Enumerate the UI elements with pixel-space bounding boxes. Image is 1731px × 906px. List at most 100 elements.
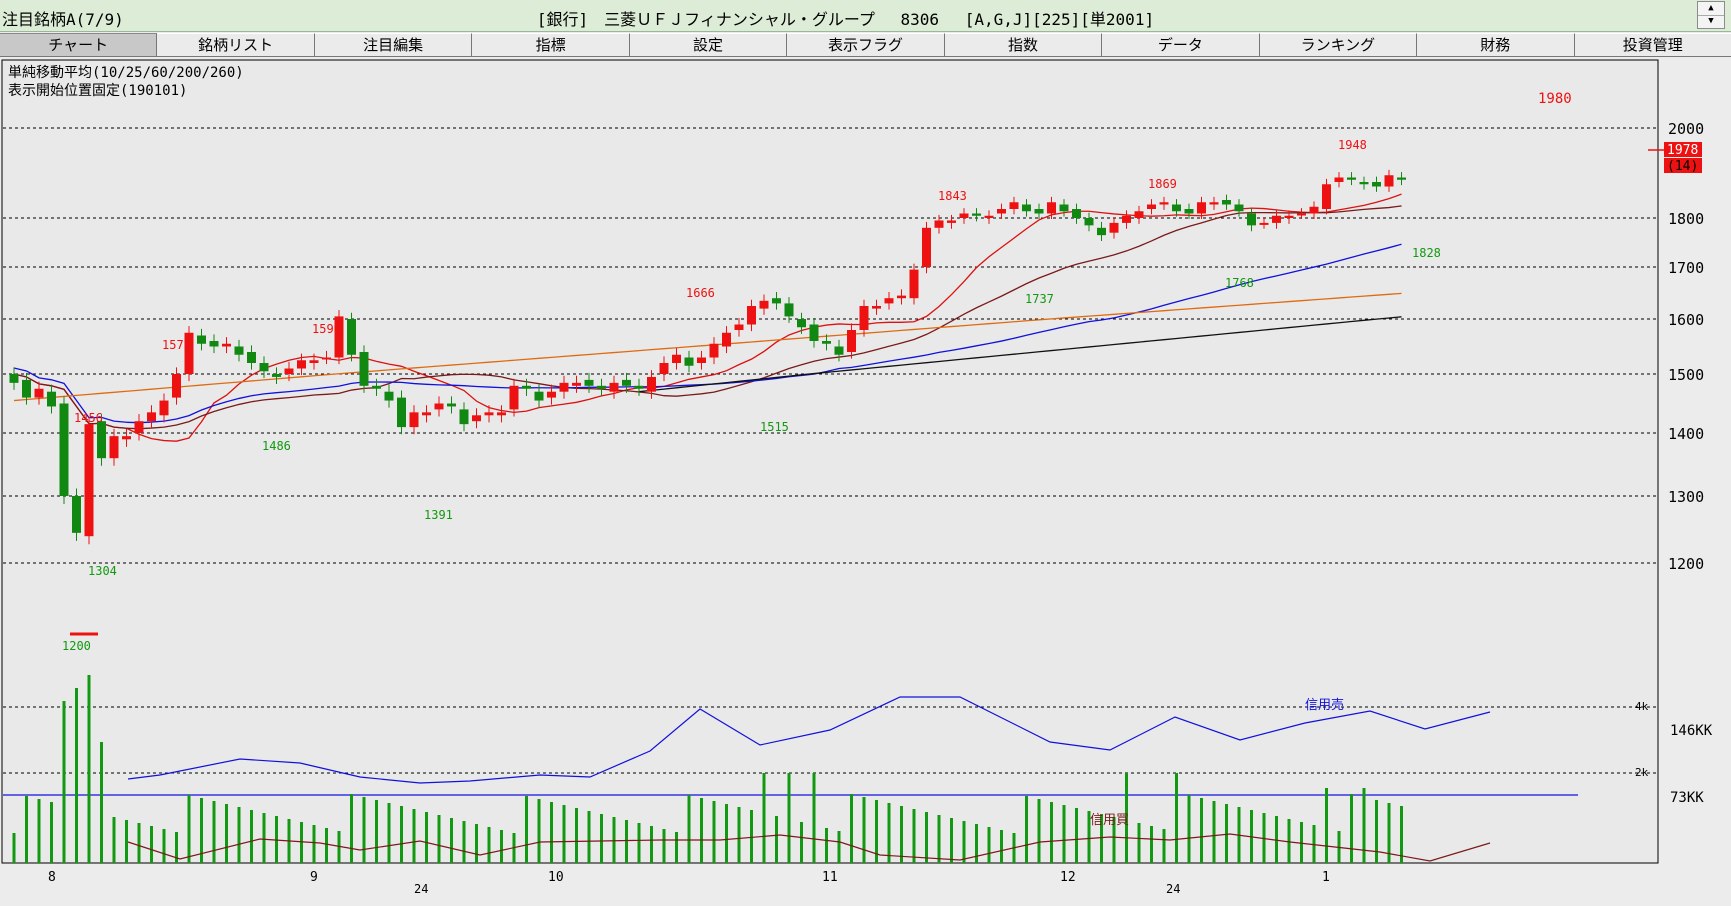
candle-body	[1234, 204, 1244, 212]
volume-bar	[800, 822, 803, 863]
candle-body	[59, 403, 69, 496]
tab-stock-list[interactable]: 銘柄リスト	[157, 33, 315, 56]
peak-label: 1768	[1225, 276, 1254, 290]
volume-bar	[62, 701, 66, 863]
triangle-up-icon[interactable]: ▲	[1698, 2, 1724, 16]
volume-bar	[325, 828, 328, 863]
candle-body	[109, 436, 119, 459]
peak-label: 1666	[686, 286, 715, 300]
candle-body	[147, 412, 156, 422]
month-label: 11	[822, 870, 838, 885]
volume-bar	[212, 801, 216, 863]
volume-bar	[162, 829, 166, 863]
candle-body	[659, 363, 669, 374]
volume-bar	[400, 806, 403, 863]
candle-body	[522, 385, 531, 389]
volume-bar	[862, 797, 866, 863]
candle-body	[609, 382, 619, 392]
candle-body	[597, 385, 606, 389]
stock-chart[interactable]: 1456 1575 1599 1666 1843 1869 1948 1200 1304 1486…	[0, 57, 1731, 906]
candle-body	[947, 220, 956, 223]
candle-body	[347, 319, 356, 355]
tab-indicators[interactable]: 指標	[472, 33, 630, 56]
volume-bar	[125, 820, 128, 863]
candle-body	[84, 424, 94, 537]
price-tick-label: 1600	[1668, 311, 1704, 329]
tab-chart[interactable]: チャート	[0, 33, 158, 56]
tab-financials[interactable]: 財務	[1417, 33, 1575, 56]
candle-body	[809, 324, 819, 341]
volume-bar	[1362, 788, 1366, 863]
peak-label: 1869	[1148, 177, 1177, 191]
volume-bar	[412, 809, 416, 863]
volume-bar	[12, 833, 16, 863]
volume-inner-label-4k: 4k	[1635, 700, 1649, 713]
peak-label: 1456	[74, 411, 103, 425]
peak-label: 1515	[760, 420, 789, 434]
volume-bar	[1025, 796, 1028, 863]
candle-body	[1059, 204, 1069, 212]
candle-body	[734, 324, 744, 330]
volume-bar	[612, 817, 616, 863]
candle-body	[697, 357, 706, 363]
volume-bar	[1137, 823, 1141, 863]
price-tick-label: 1400	[1668, 425, 1704, 443]
price-tick-label: 1800	[1668, 210, 1704, 228]
volume-bar	[700, 798, 703, 863]
candle-body	[34, 388, 44, 398]
candle-body	[1322, 184, 1331, 209]
candle-body	[1309, 206, 1319, 214]
candle-body	[284, 368, 294, 374]
candle-body	[322, 357, 331, 360]
candle-body	[1134, 211, 1144, 218]
tab-investment[interactable]: 投資管理	[1574, 33, 1731, 56]
volume-bar	[875, 800, 878, 863]
tab-watch-edit[interactable]: 注目編集	[314, 33, 473, 56]
volume-bar	[550, 802, 553, 863]
tab-settings[interactable]: 設定	[629, 33, 788, 56]
candle-body	[959, 213, 969, 218]
candle-body	[1334, 177, 1344, 182]
candle-body	[97, 421, 106, 459]
volume-bar	[1075, 808, 1078, 863]
tab-data[interactable]: データ	[1102, 33, 1260, 56]
volume-bar	[225, 804, 228, 863]
volume-bar	[1050, 802, 1053, 863]
volume-bar	[362, 797, 366, 863]
volume-bar	[662, 829, 666, 863]
candle-body	[334, 316, 344, 358]
candle-body	[1047, 202, 1056, 214]
candle-body	[159, 400, 169, 416]
ma200-line	[13, 292, 1402, 402]
volume-bar	[200, 798, 203, 863]
candle-body	[209, 341, 219, 347]
volume-axis-label-high: 146KK	[1670, 723, 1713, 739]
tab-index[interactable]: 指数	[944, 33, 1103, 56]
candle-body	[797, 319, 806, 328]
candle-body	[72, 496, 81, 533]
volume-bar	[387, 803, 391, 863]
candle-body	[1034, 209, 1044, 214]
volume-bar	[975, 824, 978, 863]
peak-label: 1828	[1412, 246, 1441, 260]
list-spinner[interactable]: ▲ ▼	[1697, 1, 1725, 29]
volume-bar	[587, 811, 591, 863]
candle-body	[1397, 177, 1406, 180]
volume-bar	[187, 795, 191, 863]
volume-bar	[112, 817, 116, 863]
candle-body	[484, 412, 494, 416]
candle-body	[197, 335, 206, 344]
triangle-down-icon[interactable]: ▼	[1708, 16, 1714, 26]
volume-bar	[500, 830, 503, 863]
candle-body	[559, 382, 569, 392]
tab-ranking[interactable]: ランキング	[1259, 33, 1418, 56]
tab-display-flags[interactable]: 表示フラグ	[787, 33, 945, 56]
volume-bar	[937, 815, 941, 863]
volume-bar	[1275, 816, 1278, 863]
candle-body	[409, 412, 419, 428]
candle-body	[772, 298, 781, 304]
candle-body	[247, 352, 256, 363]
peak-label: 1948	[1338, 138, 1367, 152]
volume-bar	[487, 827, 491, 863]
price-tick-label: 1500	[1668, 366, 1704, 384]
